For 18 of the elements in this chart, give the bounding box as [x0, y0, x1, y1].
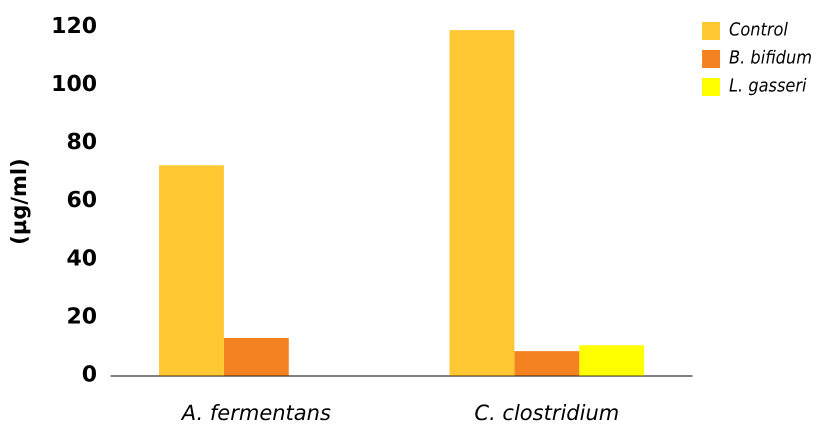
legend-label: L. gasseri [729, 76, 808, 97]
bar [514, 351, 580, 376]
x-tick-label: A. fermentans [180, 400, 331, 425]
y-tick-label: 40 [66, 246, 98, 272]
y-tick-label: 20 [66, 304, 98, 330]
y-tick-label: 120 [51, 14, 98, 39]
bar [224, 338, 289, 376]
legend-label: Control [729, 20, 788, 41]
y-tick-label: 80 [66, 130, 98, 156]
y-tick-label: 100 [51, 72, 98, 98]
x-tick-label: C. clostridium [474, 400, 620, 425]
legend-label: B. bifidum [729, 48, 812, 69]
bar [450, 30, 514, 376]
bar [159, 165, 224, 376]
y-tick-label: 60 [66, 188, 98, 214]
y-tick-label: 0 [82, 362, 98, 388]
y-axis-title: (µg/ml) [7, 158, 32, 245]
bar [579, 345, 644, 376]
